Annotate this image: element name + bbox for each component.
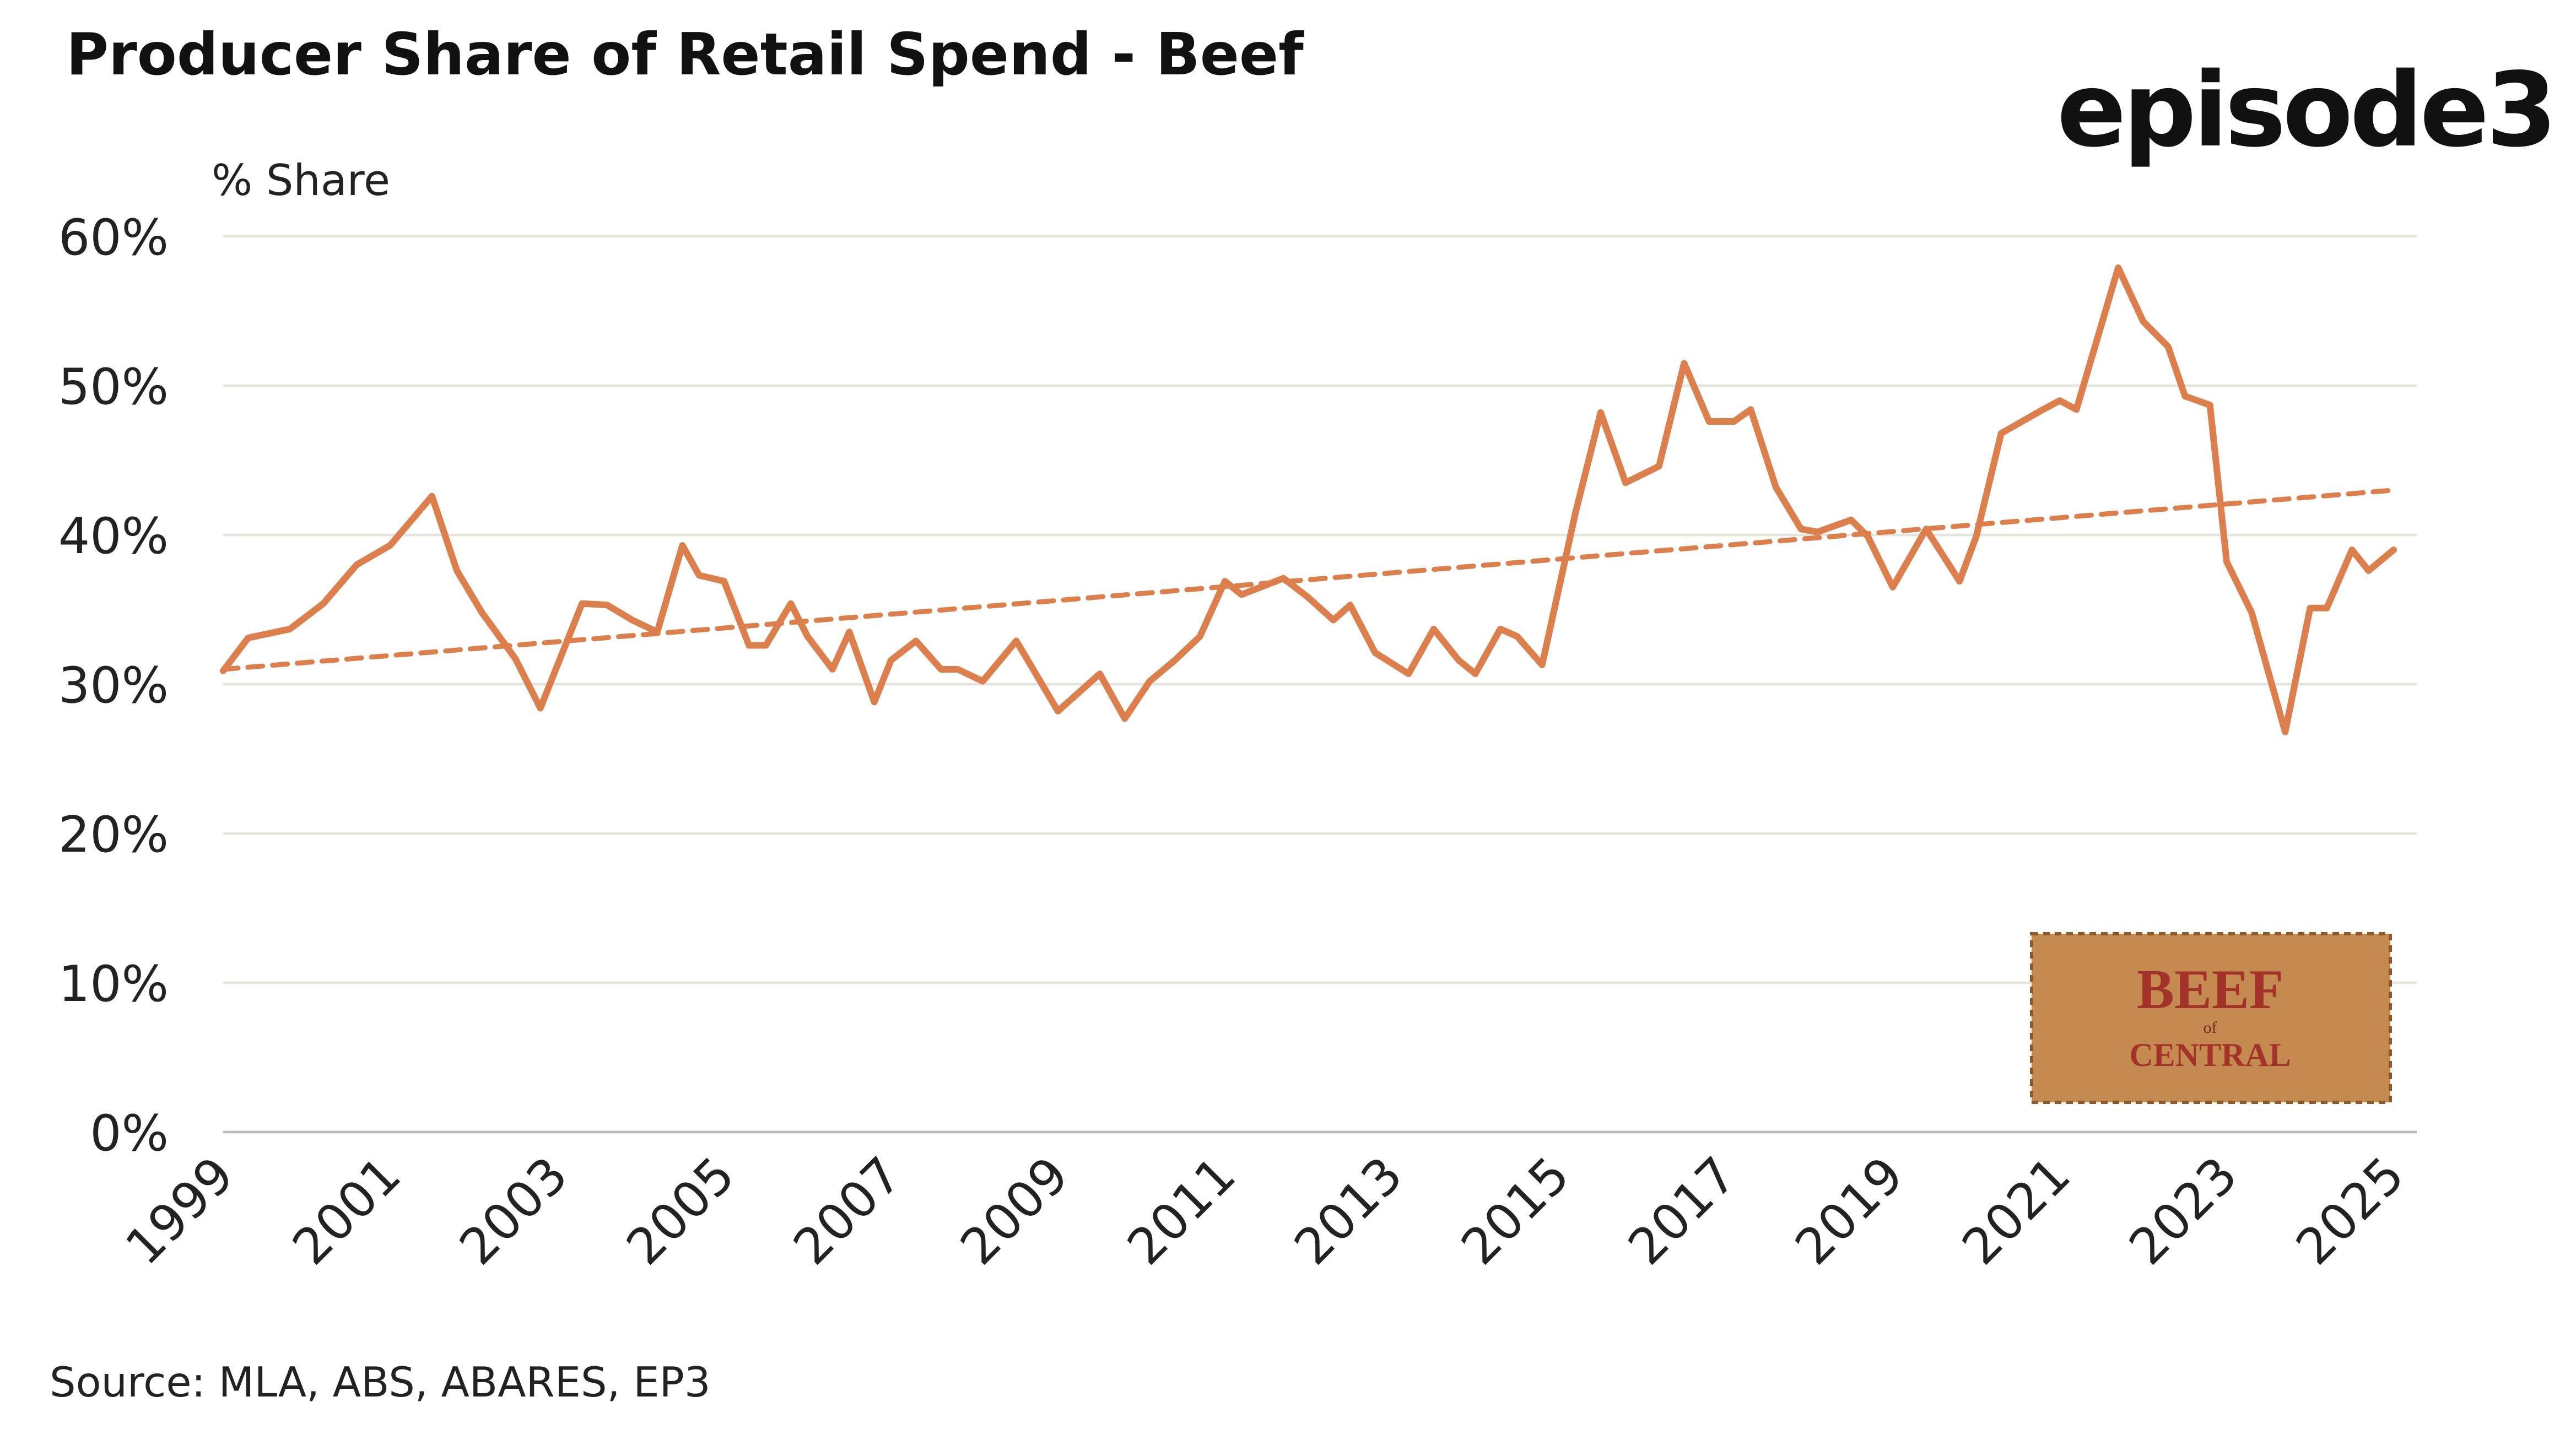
badge-text: CENTRAL bbox=[2129, 1037, 2291, 1073]
x-tick-label: 2001 bbox=[282, 1146, 412, 1276]
chart-title: Producer Share of Retail Spend - Beef bbox=[66, 21, 1304, 88]
x-tick-label: 2013 bbox=[1283, 1146, 1413, 1276]
x-tick-label: 2003 bbox=[449, 1146, 579, 1276]
x-tick-label: 2019 bbox=[1784, 1146, 1914, 1276]
line bbox=[220, 264, 2397, 735]
x-tick-label: 2005 bbox=[615, 1146, 746, 1276]
x-tick-label: 2023 bbox=[2118, 1146, 2248, 1276]
x-tick-label: 2009 bbox=[949, 1146, 1079, 1276]
trend-line bbox=[220, 488, 2396, 672]
x-tick-label: 2017 bbox=[1617, 1146, 1747, 1276]
x-tick-label: 2007 bbox=[782, 1146, 912, 1276]
x-tick-label: 2021 bbox=[1951, 1146, 2081, 1276]
y-tick-label: 50% bbox=[58, 358, 169, 416]
badge-text: BEEF bbox=[2137, 959, 2283, 1021]
y-tick-label: 40% bbox=[58, 507, 169, 565]
y-axis-label: % Share bbox=[212, 156, 390, 205]
x-tick-label: 2015 bbox=[1450, 1146, 1580, 1276]
badge-bg bbox=[2029, 932, 2392, 1104]
x-tick-label: 2011 bbox=[1116, 1146, 1246, 1276]
y-tick-label: 10% bbox=[58, 955, 169, 1013]
source: Source: MLA, ABS, ABARES, EP3 bbox=[50, 1358, 711, 1406]
x-tick-label: 2025 bbox=[2285, 1146, 2415, 1276]
y-tick-label: 30% bbox=[58, 657, 169, 714]
badge-text: of bbox=[2204, 1019, 2217, 1037]
y-tick-label: 20% bbox=[58, 806, 169, 864]
y-tick-label: 60% bbox=[58, 209, 169, 267]
badge: BEEF of CENTRAL bbox=[2029, 932, 2392, 1104]
logo: episode3 bbox=[2057, 50, 2554, 170]
y-tick-label: 0% bbox=[90, 1105, 169, 1162]
x-tick-label: 1999 bbox=[115, 1146, 245, 1276]
